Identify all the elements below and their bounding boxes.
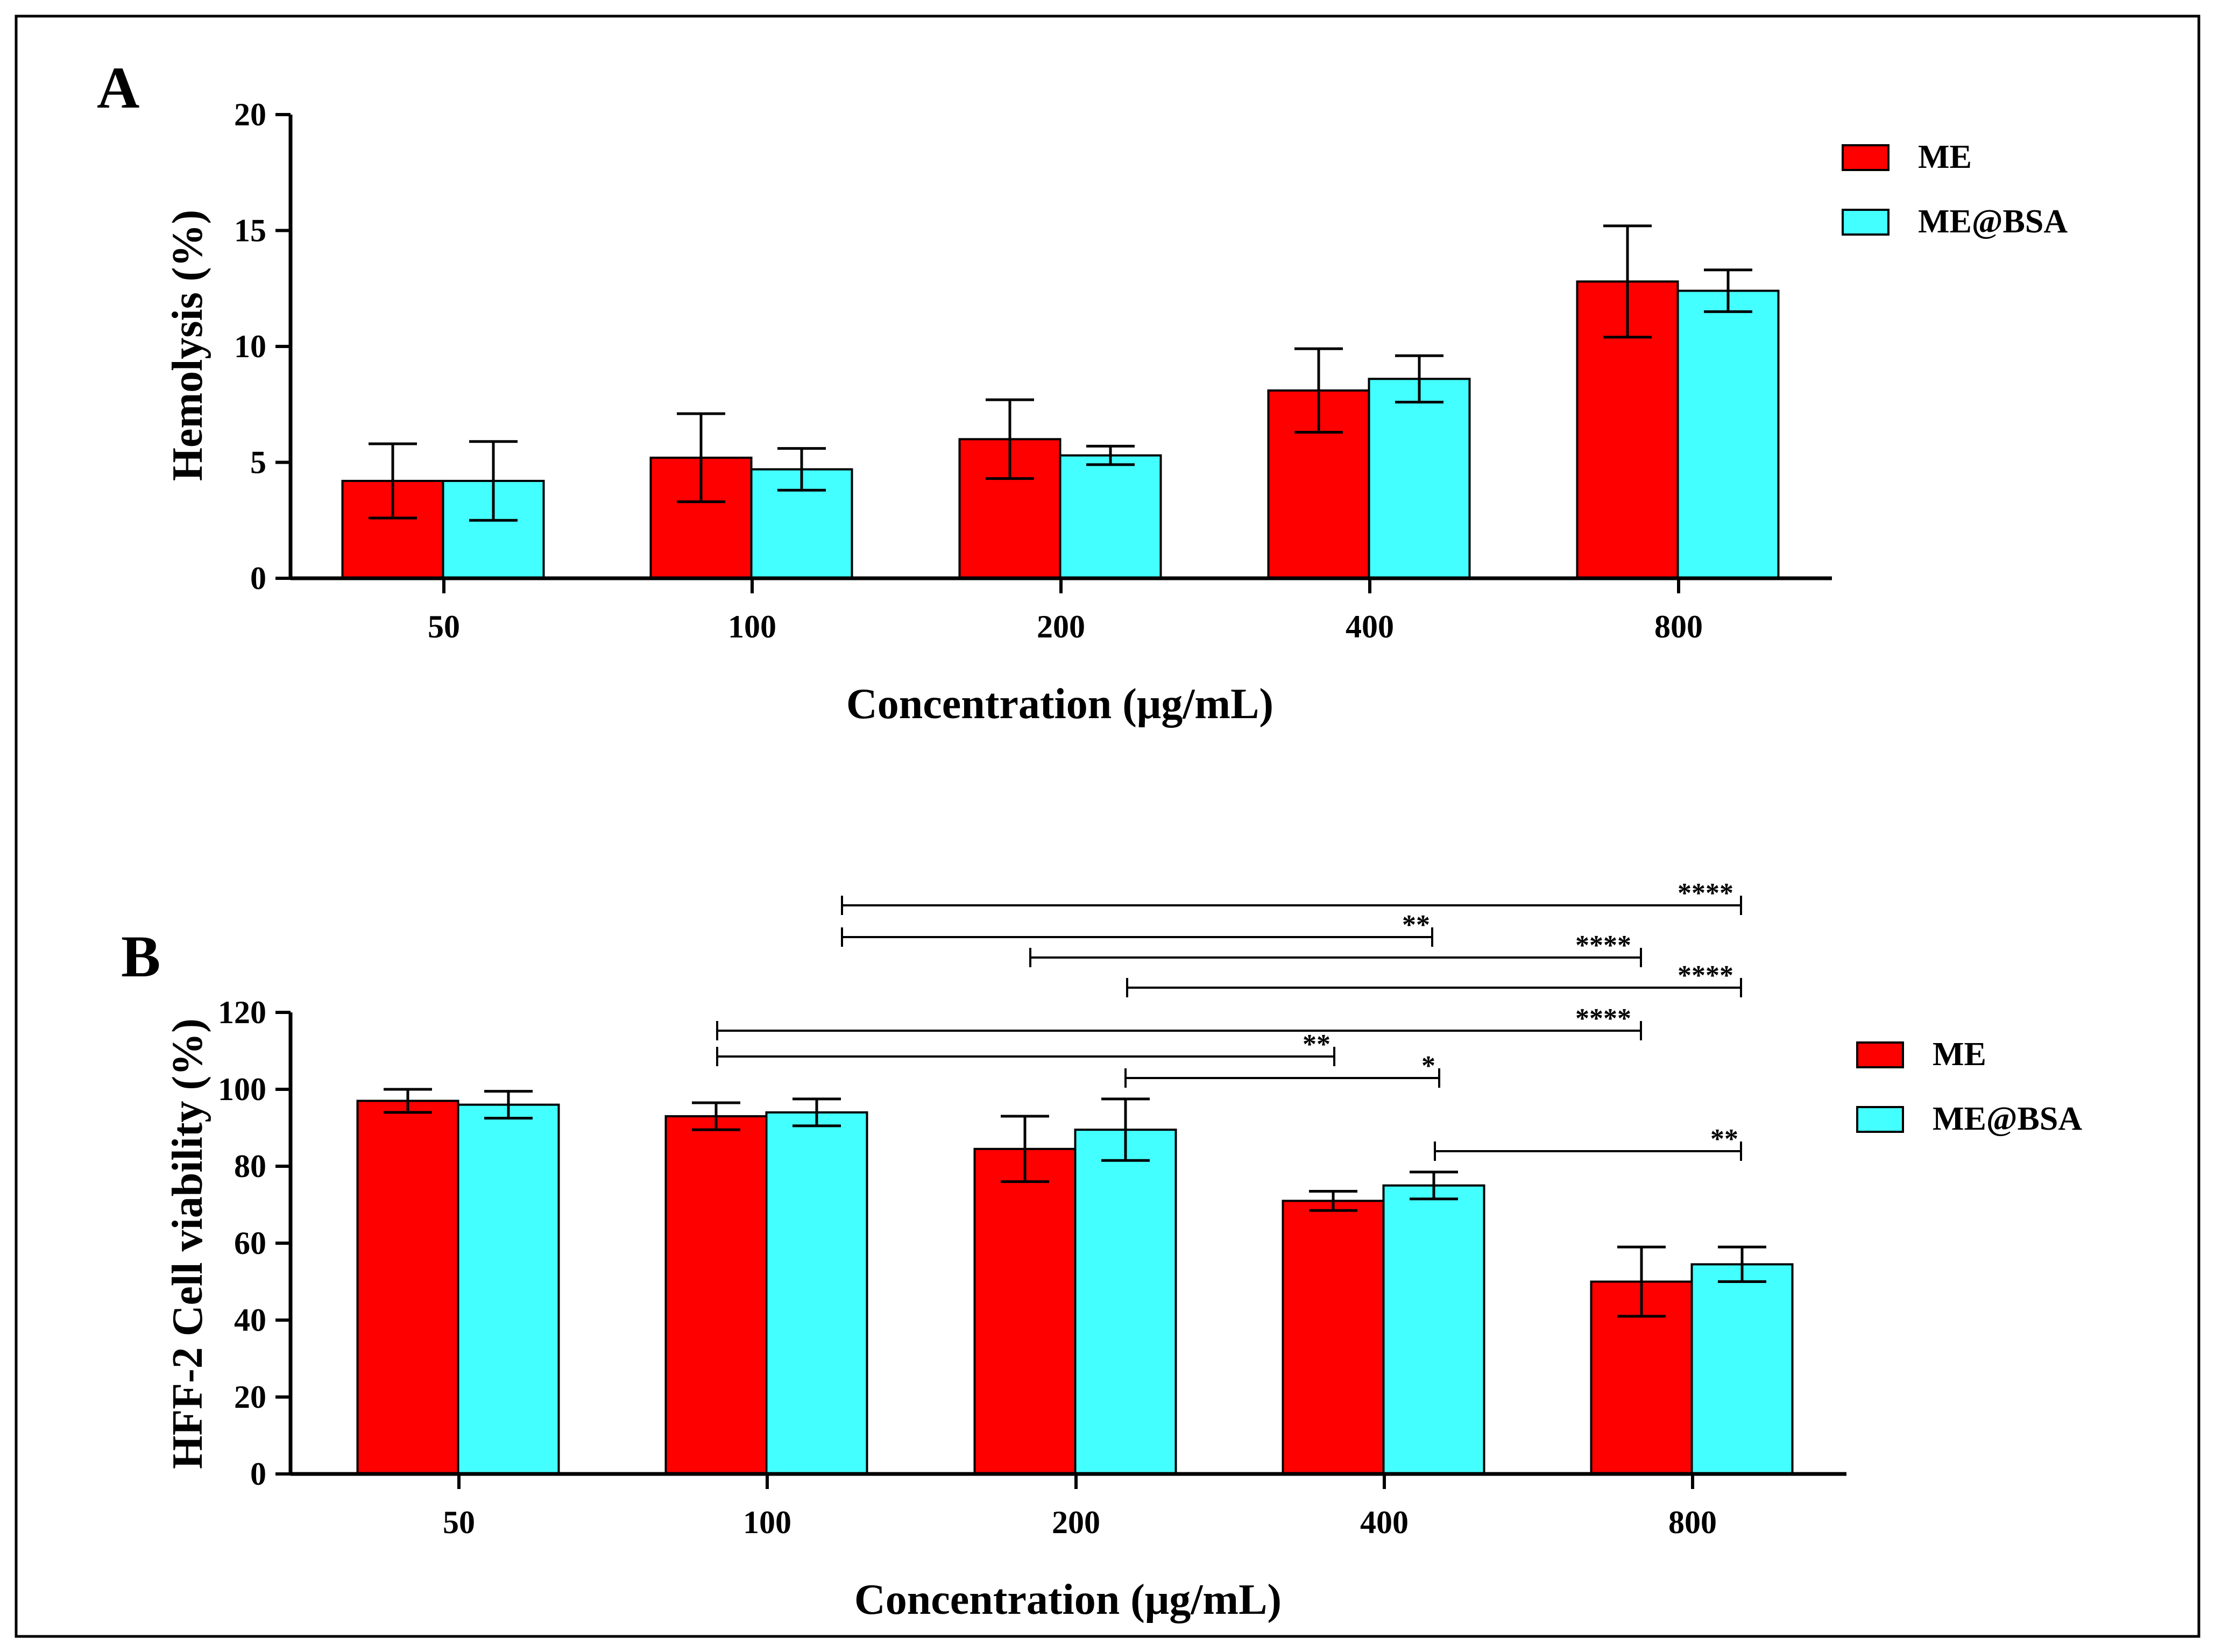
x-tick-label: 800 — [1668, 1505, 1717, 1540]
chart-a: A 0 5 10 15 20 50 100 200 400 800 Concentration (μg… — [97, 55, 2068, 728]
y-tick-label: 100 — [218, 1072, 266, 1107]
x-axis-title: Concentration (μg/mL) — [854, 1576, 1282, 1623]
y-tick-label: 0 — [250, 561, 266, 596]
y-tick-label: 15 — [234, 213, 266, 249]
bar-me-400 — [1282, 1200, 1385, 1476]
legend-label: ME — [1918, 139, 1972, 175]
legend-label: ME@BSA — [1933, 1101, 2082, 1137]
significance-label: **** — [1575, 1003, 1631, 1034]
x-tick-label: 100 — [728, 609, 776, 644]
x-tick-label: 100 — [743, 1505, 791, 1540]
significance-label: ** — [1303, 1029, 1331, 1060]
significance-label: **** — [1678, 960, 1733, 991]
legend-swatch-me-bsa — [1856, 1106, 1904, 1133]
bar-me-50 — [356, 1100, 459, 1475]
legend-label: ME — [1933, 1036, 1986, 1073]
y-axis-title: Hemolysis (%) — [164, 210, 211, 481]
legend-label: ME@BSA — [1918, 203, 2068, 240]
legend-swatch-me-bsa — [1842, 209, 1890, 236]
y-tick-label: 120 — [218, 995, 266, 1030]
y-tick-label: 20 — [234, 97, 266, 132]
x-tick-label: 200 — [1037, 609, 1085, 644]
bar-me-bsa-100 — [765, 1111, 868, 1475]
significance-label: ** — [1402, 910, 1430, 940]
x-axis-title: Concentration (μg/mL) — [846, 680, 1273, 728]
x-tick-label: 50 — [428, 609, 460, 644]
y-axis-title: HFF-2 Cell viability (%) — [164, 1018, 211, 1469]
y-tick-label: 60 — [234, 1225, 266, 1261]
bar-me-100 — [664, 1115, 768, 1476]
y-tick-label: 0 — [250, 1456, 266, 1492]
y-tick-label: 40 — [234, 1302, 266, 1338]
y-tick-label: 20 — [234, 1379, 266, 1415]
bar-me-bsa-200 — [1059, 454, 1162, 579]
bar-me-bsa-800 — [1676, 289, 1780, 579]
significance-label: **** — [1575, 930, 1631, 961]
bar-me-bsa-200 — [1074, 1129, 1177, 1475]
legend-swatch-me — [1842, 144, 1890, 171]
bar-me-bsa-400 — [1368, 378, 1471, 580]
y-tick-label: 80 — [234, 1148, 266, 1184]
x-tick-label: 400 — [1346, 609, 1394, 644]
bar-me-bsa-800 — [1690, 1263, 1794, 1475]
legend-swatch-me — [1856, 1041, 1904, 1068]
y-tick-label: 5 — [250, 445, 266, 480]
y-tick-label: 10 — [234, 329, 266, 364]
chart-b: B 0 20 40 60 80 100 120 50 100 200 400 800 Concentrat… — [121, 878, 2082, 1623]
bar-me-bsa-50 — [457, 1103, 560, 1476]
significance-label: * — [1421, 1051, 1435, 1081]
significance-label: ** — [1710, 1124, 1738, 1154]
significance-label: **** — [1678, 878, 1733, 909]
x-tick-label: 400 — [1360, 1505, 1409, 1540]
x-tick-label: 50 — [443, 1505, 475, 1540]
bar-me-bsa-400 — [1382, 1184, 1485, 1475]
bar-me-200 — [973, 1147, 1077, 1475]
x-tick-label: 800 — [1654, 609, 1703, 644]
panel-label: B — [121, 924, 160, 989]
x-tick-label: 200 — [1052, 1505, 1100, 1540]
panel-label: A — [97, 55, 139, 120]
